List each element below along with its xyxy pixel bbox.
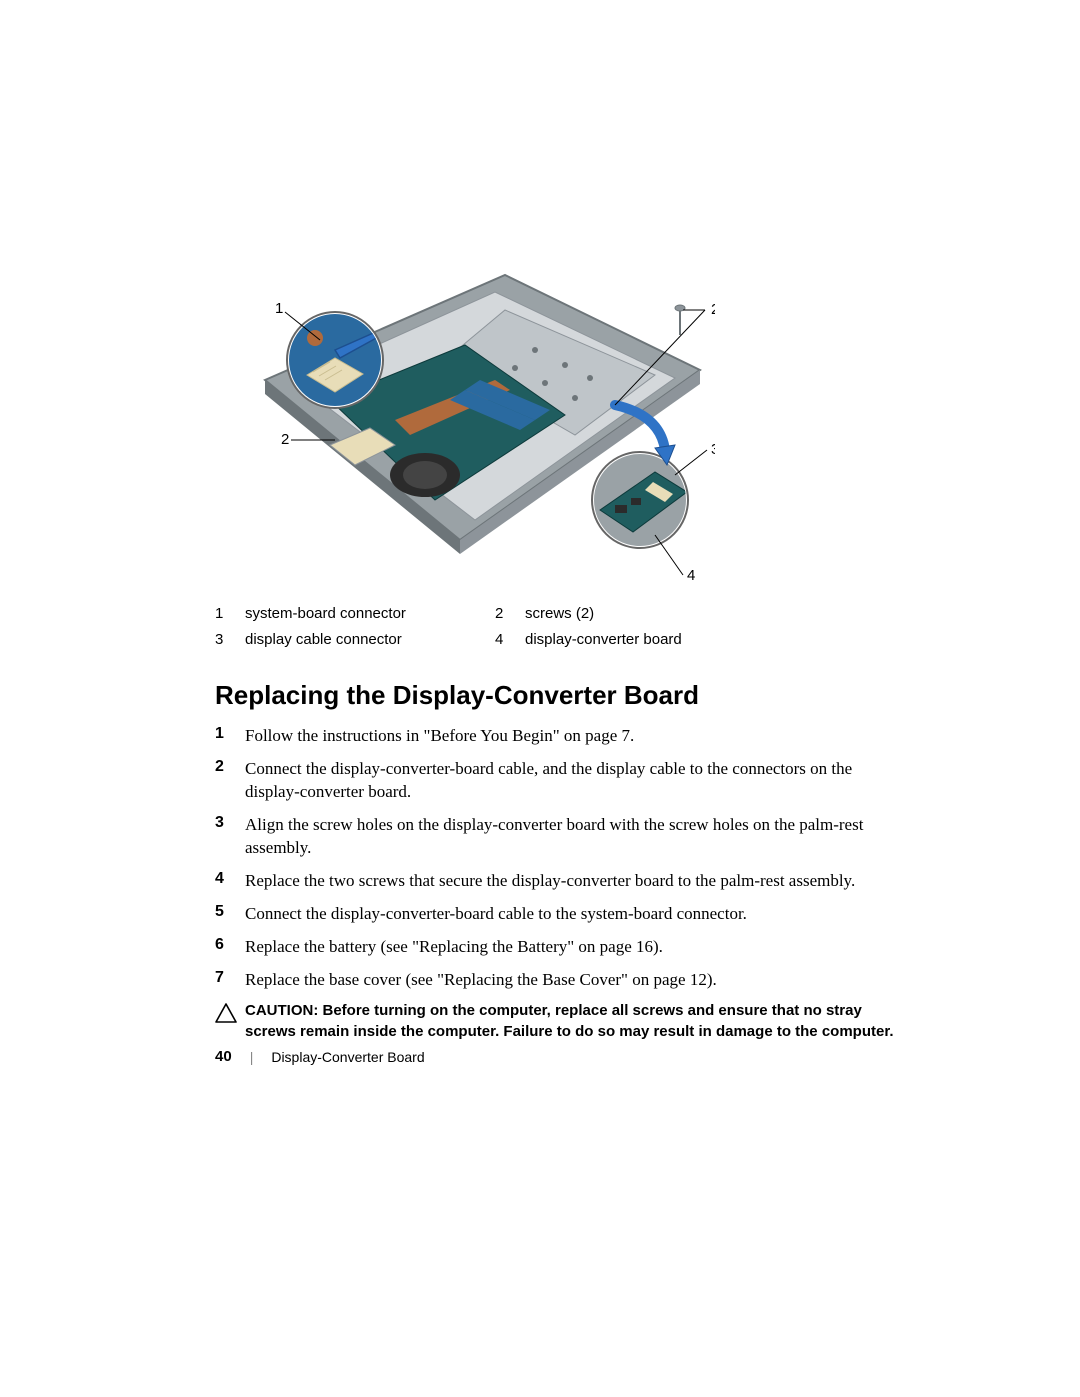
legend-label: display cable connector <box>245 631 495 648</box>
step-text: Follow the instructions in "Before You B… <box>245 725 895 748</box>
callout-3: 3 <box>711 441 715 458</box>
step-number: 5 <box>215 903 245 921</box>
step-list: 1 Follow the instructions in "Before You… <box>215 725 895 991</box>
step-item: 1 Follow the instructions in "Before You… <box>215 725 895 748</box>
page-footer: 40 | Display-Converter Board <box>215 1048 425 1065</box>
legend-num: 3 <box>215 631 245 648</box>
step-item: 3 Align the screw holes on the display-c… <box>215 814 895 860</box>
step-item: 7 Replace the base cover (see "Replacing… <box>215 969 895 992</box>
callout-line-4 <box>655 535 683 575</box>
footer-title: Display-Converter Board <box>271 1049 424 1065</box>
manual-page: 1 2 2 3 4 1 system-board connector 2 scr… <box>215 0 895 1397</box>
step-item: 2 Connect the display-converter-board ca… <box>215 758 895 804</box>
legend-label: display-converter board <box>525 631 775 648</box>
callout-2: 2 <box>711 301 715 318</box>
step-text: Replace the two screws that secure the d… <box>245 870 895 893</box>
legend-num: 2 <box>495 605 525 622</box>
caution-label: CAUTION: <box>245 1002 323 1019</box>
step-text: Connect the display-converter-board cabl… <box>245 758 895 804</box>
legend-label: screws (2) <box>525 605 775 622</box>
step-number: 2 <box>215 758 245 776</box>
step-text: Connect the display-converter-board cabl… <box>245 903 895 926</box>
exploded-diagram: 1 2 2 3 4 <box>235 250 715 590</box>
page-number: 40 <box>215 1048 232 1065</box>
diagram-svg: 1 2 2 3 4 <box>235 250 715 590</box>
caution-text: CAUTION: Before turning on the computer,… <box>245 1001 895 1042</box>
callout-line-3 <box>675 450 707 475</box>
caution-icon <box>215 1001 245 1023</box>
step-text: Replace the battery (see "Replacing the … <box>245 936 895 959</box>
caution-body: Before turning on the computer, replace … <box>245 1002 894 1039</box>
legend-num: 1 <box>215 605 245 622</box>
step-number: 4 <box>215 870 245 888</box>
step-number: 7 <box>215 969 245 987</box>
legend-label: system-board connector <box>245 605 495 622</box>
caution-block: CAUTION: Before turning on the computer,… <box>215 1001 895 1042</box>
legend-row: 3 display cable connector 4 display-conv… <box>215 626 775 652</box>
callout-4: 4 <box>687 567 695 584</box>
diagram-legend: 1 system-board connector 2 screws (2) 3 … <box>215 600 775 652</box>
callout-2b: 2 <box>281 431 289 448</box>
section-heading: Replacing the Display-Converter Board <box>215 680 895 711</box>
legend-row: 1 system-board connector 2 screws (2) <box>215 600 775 626</box>
step-number: 6 <box>215 936 245 954</box>
step-item: 6 Replace the battery (see "Replacing th… <box>215 936 895 959</box>
step-item: 5 Connect the display-converter-board ca… <box>215 903 895 926</box>
callout-1: 1 <box>275 300 283 317</box>
step-text: Replace the base cover (see "Replacing t… <box>245 969 895 992</box>
step-number: 1 <box>215 725 245 743</box>
step-number: 3 <box>215 814 245 832</box>
legend-num: 4 <box>495 631 525 648</box>
footer-divider: | <box>250 1049 254 1065</box>
step-item: 4 Replace the two screws that secure the… <box>215 870 895 893</box>
step-text: Align the screw holes on the display-con… <box>245 814 895 860</box>
